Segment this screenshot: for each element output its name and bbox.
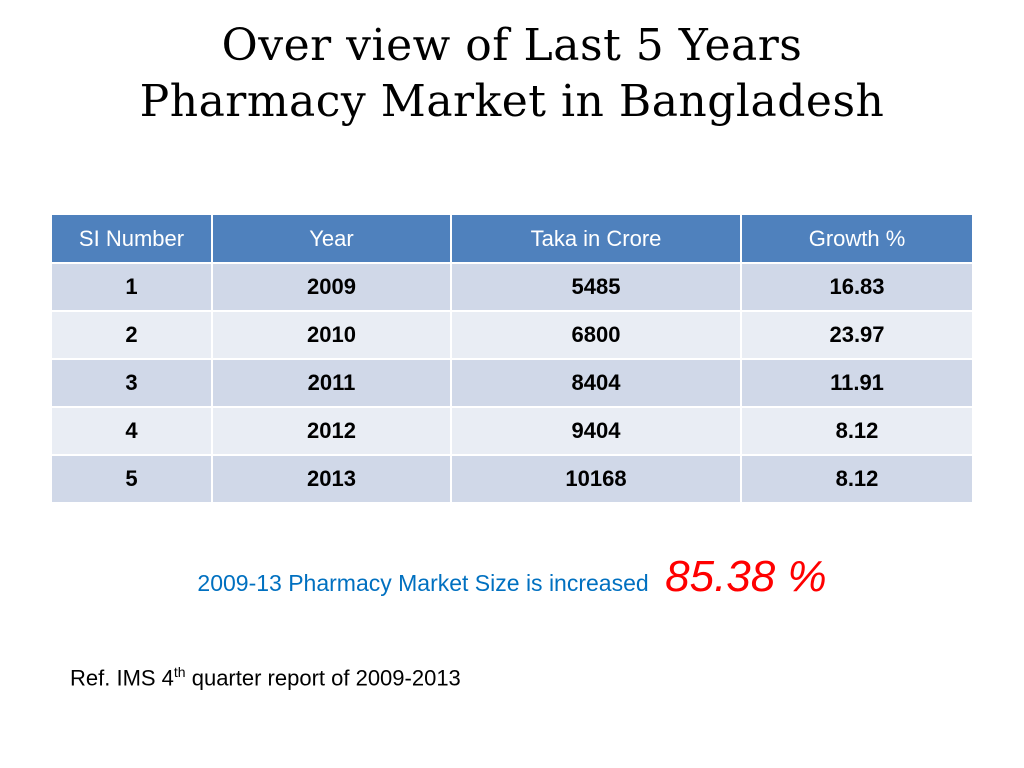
title-line-2: Pharmacy Market in Bangladesh [139,76,885,127]
cell-year: 2011 [211,358,452,408]
cell-taka: 6800 [450,310,742,360]
cell-taka: 9404 [450,406,742,456]
cell-growth: 16.83 [740,262,974,312]
cell-taka: 8404 [450,358,742,408]
market-table: SI Number Year Taka in Crore Growth % 1 … [50,213,974,504]
reference-suffix: quarter report of 2009-2013 [185,665,461,691]
cell-year: 2013 [211,454,452,504]
table-row: 1 2009 5485 16.83 [50,262,974,312]
summary-text: 2009-13 Pharmacy Market Size is increase… [197,570,649,596]
slide-title: Over view of Last 5 Years Pharmacy Marke… [0,18,1024,130]
summary-value: 85.38 % [665,552,827,601]
cell-growth: 11.91 [740,358,974,408]
cell-taka: 10168 [450,454,742,504]
cell-growth: 23.97 [740,310,974,360]
cell-year: 2010 [211,310,452,360]
cell-growth: 8.12 [740,454,974,504]
table-header-row: SI Number Year Taka in Crore Growth % [50,213,974,264]
cell-si-number: 5 [50,454,213,504]
cell-year: 2012 [211,406,452,456]
cell-taka: 5485 [450,262,742,312]
cell-si-number: 2 [50,310,213,360]
header-year: Year [211,213,452,264]
cell-si-number: 3 [50,358,213,408]
cell-year: 2009 [211,262,452,312]
cell-growth: 8.12 [740,406,974,456]
table-row: 2 2010 6800 23.97 [50,310,974,360]
cell-si-number: 4 [50,406,213,456]
cell-si-number: 1 [50,262,213,312]
header-taka-in-crore: Taka in Crore [450,213,742,264]
table-row: 5 2013 10168 8.12 [50,454,974,504]
header-growth: Growth % [740,213,974,264]
reference-prefix: Ref. IMS 4 [70,665,174,691]
market-growth-summary: 2009-13 Pharmacy Market Size is increase… [0,552,1024,602]
reference-note: Ref. IMS 4th quarter report of 2009-2013 [70,664,461,691]
table-row: 4 2012 9404 8.12 [50,406,974,456]
title-line-1: Over view of Last 5 Years [221,20,803,71]
reference-superscript: th [173,664,186,680]
header-si-number: SI Number [50,213,213,264]
table-row: 3 2011 8404 11.91 [50,358,974,408]
